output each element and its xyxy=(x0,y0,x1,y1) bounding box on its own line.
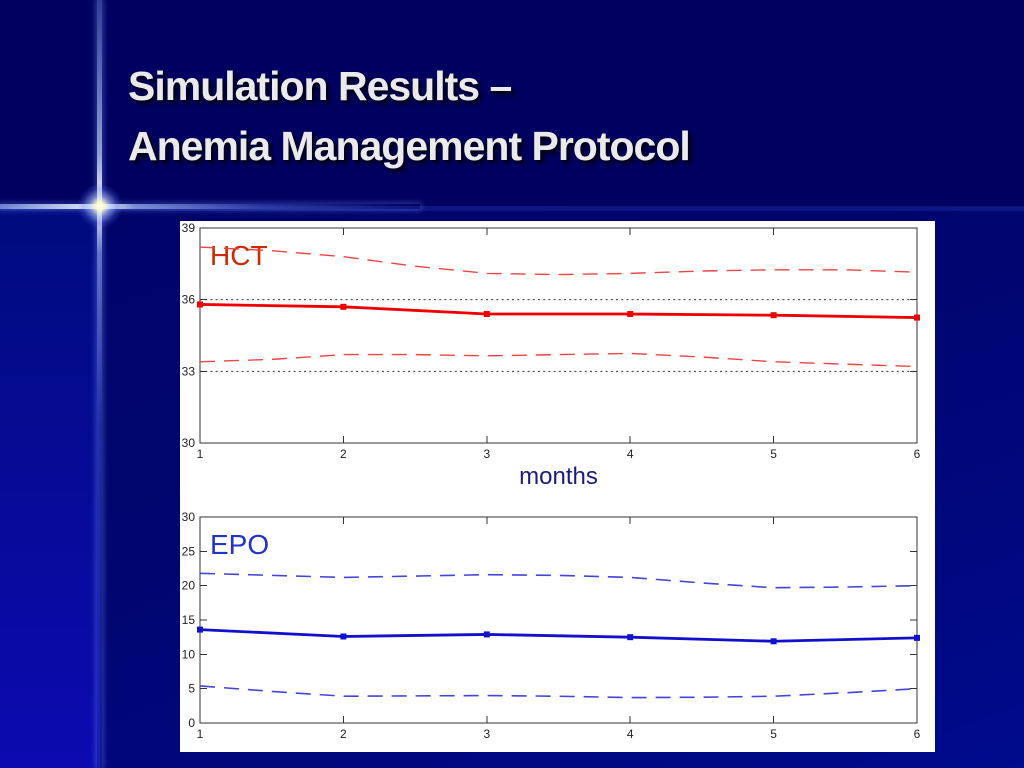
x-tick-label: 6 xyxy=(914,447,921,461)
x-tick-label: 2 xyxy=(340,727,347,741)
series-epo-upper-bound xyxy=(199,572,918,589)
chart-hct-frame xyxy=(199,227,918,444)
y-tick-label: 30 xyxy=(182,510,196,524)
marker-hct-mean xyxy=(627,311,634,317)
marker-hct-mean xyxy=(340,303,347,310)
background-divider-glow xyxy=(0,206,1024,211)
marker-epo-mean xyxy=(914,634,920,641)
chart-epo: 1 2 3 4 5 6 0 5 10 15 20 25 30 EPO xyxy=(182,510,921,741)
x-tick-label: 1 xyxy=(197,727,204,741)
xlabel-hct: months xyxy=(519,463,598,490)
y-tick-label: 39 xyxy=(182,221,196,235)
x-tick-label: 3 xyxy=(483,727,490,741)
x-tick-label: 2 xyxy=(340,447,347,461)
lens-flare-vertical-line xyxy=(97,0,102,768)
marker-epo-mean xyxy=(197,626,203,633)
x-tick-label: 3 xyxy=(483,447,490,461)
y-tick-label: 0 xyxy=(188,716,195,730)
title-line-1: Simulation Results – xyxy=(128,63,512,109)
background-top-band xyxy=(0,0,1024,207)
title-line-2: Anemia Management Protocol xyxy=(128,123,691,169)
x-tick-label: 5 xyxy=(770,727,777,741)
y-tick-label: 20 xyxy=(182,579,196,593)
x-tick-label: 5 xyxy=(770,447,777,461)
y-tick-label: 36 xyxy=(182,293,196,307)
series-epo-lower-bound xyxy=(199,685,918,699)
x-tick-label: 4 xyxy=(627,447,634,461)
series-epo-mean xyxy=(199,628,918,643)
marker-hct-mean xyxy=(914,314,920,321)
charts-panel: 1 2 3 4 5 6 30 33 36 39 HCT months 1 2 3 4 5 6 0 5 10 15 20 25 3… xyxy=(180,221,935,752)
marker-epo-mean xyxy=(483,631,490,638)
series-hct-upper-bound xyxy=(199,246,918,276)
lens-flare-star xyxy=(78,184,122,228)
background-left-column xyxy=(0,207,100,768)
y-tick-label: 10 xyxy=(182,647,196,661)
marker-epo-mean xyxy=(627,634,634,641)
chart-epo-frame xyxy=(199,516,918,724)
marker-hct-mean xyxy=(483,311,490,317)
chart-hct: 1 2 3 4 5 6 30 33 36 39 HCT months xyxy=(182,221,921,490)
chart-label-epo: EPO xyxy=(210,529,269,560)
y-tick-label: 30 xyxy=(182,436,196,450)
marker-hct-mean xyxy=(770,312,777,319)
series-hct-mean xyxy=(199,303,918,319)
chart-label-hct: HCT xyxy=(210,240,268,271)
y-tick-label: 25 xyxy=(182,544,196,558)
x-tick-label: 1 xyxy=(197,447,204,461)
marker-hct-mean xyxy=(197,301,203,308)
y-tick-label: 15 xyxy=(182,613,196,627)
marker-epo-mean xyxy=(340,633,347,640)
lens-flare-horizontal-line xyxy=(0,204,420,209)
charts-figure: 1 2 3 4 5 6 30 33 36 39 HCT months 1 2 3 4 5 6 0 5 10 15 20 25 3… xyxy=(182,221,921,741)
slide-title: Simulation Results – Anemia Management P… xyxy=(128,56,968,176)
y-tick-label: 5 xyxy=(188,682,195,696)
y-tick-label: 33 xyxy=(182,364,196,378)
x-tick-label: 4 xyxy=(627,727,634,741)
marker-epo-mean xyxy=(770,638,777,645)
x-tick-label: 6 xyxy=(914,727,921,741)
series-hct-lower-bound xyxy=(199,352,918,368)
